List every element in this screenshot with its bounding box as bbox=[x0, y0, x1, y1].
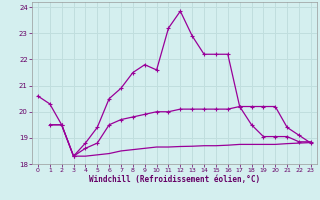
X-axis label: Windchill (Refroidissement éolien,°C): Windchill (Refroidissement éolien,°C) bbox=[89, 175, 260, 184]
